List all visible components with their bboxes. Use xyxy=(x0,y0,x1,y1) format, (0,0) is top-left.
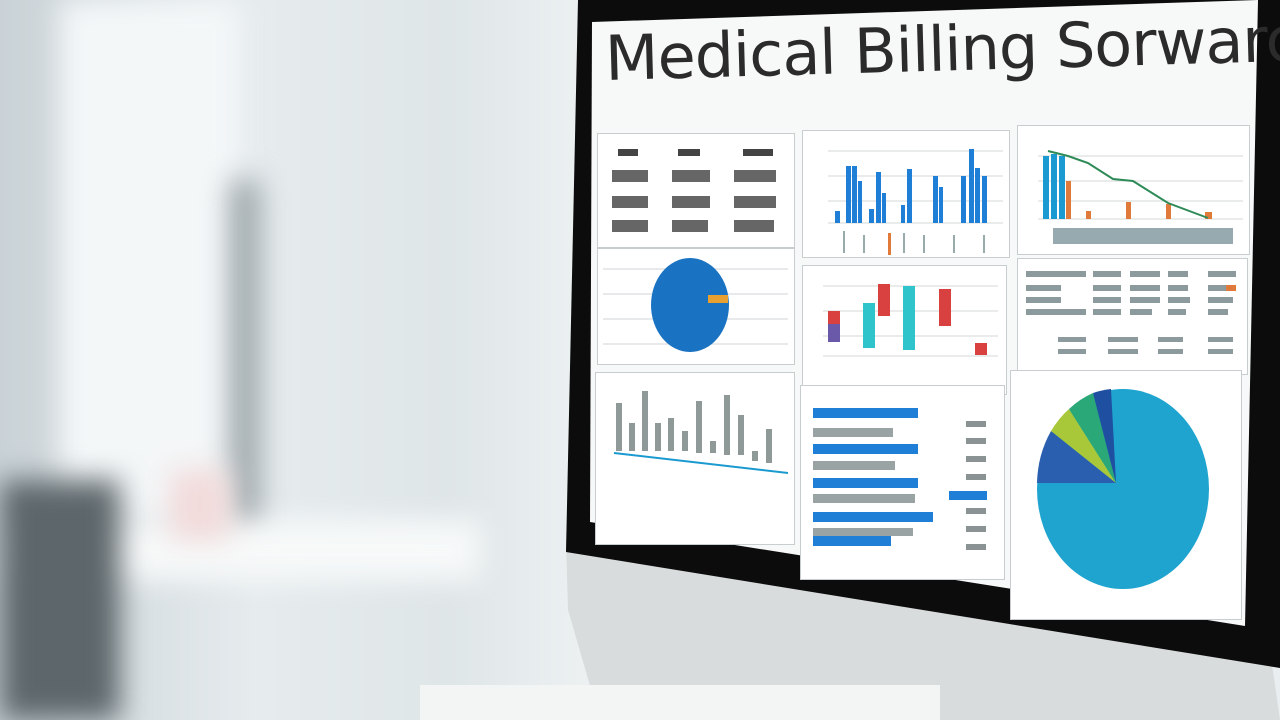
background-dark-area xyxy=(0,480,120,720)
blue-bar-chart-panel xyxy=(802,130,1010,258)
baseline xyxy=(613,452,789,474)
combo-chart xyxy=(1038,150,1243,244)
small-pie-chart xyxy=(603,258,788,352)
data-table-panel xyxy=(1017,258,1248,375)
pie-slice-navy xyxy=(1093,389,1116,483)
pie-slice-lime xyxy=(1051,409,1116,483)
background-window xyxy=(60,0,240,520)
monitor-chin xyxy=(566,540,1280,720)
combo-chart-panel xyxy=(1017,125,1250,255)
small-pie-panel xyxy=(597,248,795,365)
data-table xyxy=(1026,271,1236,354)
horizontal-bar-chart-panel xyxy=(800,385,1005,580)
horizontal-bar-chart xyxy=(813,408,987,550)
pie-slice-blue xyxy=(1037,431,1116,483)
desk-surface xyxy=(420,685,940,720)
background-pillar xyxy=(230,180,260,540)
trend-line xyxy=(1047,150,1209,219)
gray-bar-chart xyxy=(613,391,789,474)
floating-bar-chart xyxy=(823,284,998,357)
floating-bar-chart-panel xyxy=(802,265,1007,395)
gray-bar-chart-panel xyxy=(595,372,795,545)
pie-slice-main xyxy=(651,258,729,352)
pie-slice-small xyxy=(708,295,728,303)
large-pie-panel xyxy=(1010,370,1242,620)
background-cup xyxy=(170,470,230,540)
blue-bar-chart xyxy=(828,149,1003,255)
pie-slice-green xyxy=(1069,393,1116,483)
large-pie-chart xyxy=(1037,389,1209,589)
summary-table-panel xyxy=(597,133,795,248)
summary-table xyxy=(612,149,776,232)
